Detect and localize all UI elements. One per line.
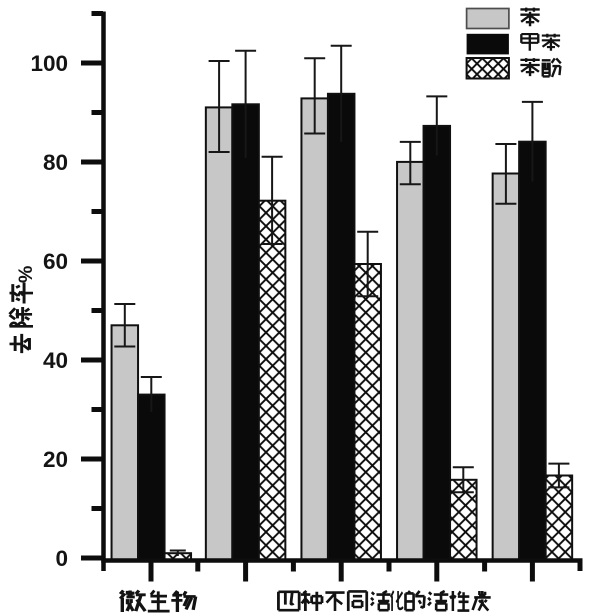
svg-text:%: % bbox=[15, 266, 37, 283]
svg-text:100: 100 bbox=[30, 51, 68, 76]
svg-text:80: 80 bbox=[43, 150, 68, 175]
svg-text:60: 60 bbox=[43, 249, 68, 274]
svg-text:40: 40 bbox=[43, 348, 68, 373]
svg-text:0: 0 bbox=[55, 546, 68, 571]
svg-text:20: 20 bbox=[43, 447, 68, 472]
